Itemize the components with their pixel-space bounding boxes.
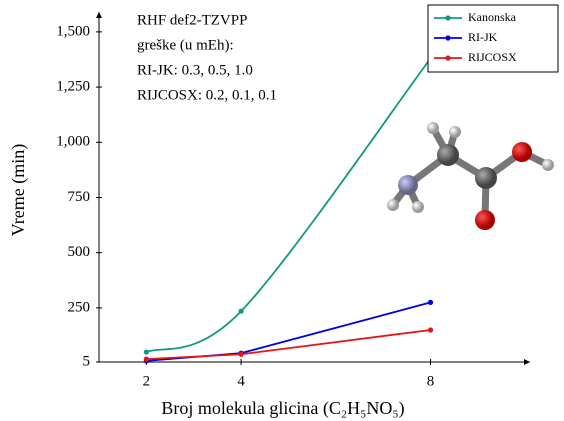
data-point: [238, 308, 244, 314]
molecule: [387, 122, 554, 230]
legend-marker: [445, 35, 451, 41]
legend-label: Kanonska: [468, 10, 517, 24]
legend-label: RIJCOSX: [468, 50, 517, 64]
legend-marker: [445, 55, 451, 61]
y-arrow: [96, 12, 102, 18]
series-line: [146, 57, 432, 353]
annotation: RIJCOSX: 0.2, 0.1, 0.1: [137, 87, 277, 103]
x-tick-label: 4: [237, 373, 245, 389]
series-line: [146, 329, 431, 361]
y-tick-label: 1,000: [56, 134, 90, 150]
y-tick-label: 500: [68, 244, 91, 260]
y-tick-label: 1,250: [56, 79, 90, 95]
x-tick-label: 8: [427, 373, 435, 389]
legend-label: RI-JK: [468, 30, 498, 44]
y-tick-label: 1,500: [56, 23, 90, 39]
series-line: [146, 301, 431, 362]
y-tick-label: 5: [83, 353, 91, 369]
data-point: [238, 351, 244, 357]
data-point: [427, 299, 434, 305]
legend-marker: [445, 15, 451, 21]
x-label: Broj molekula glicina (C₂H₅NO₅): [161, 398, 404, 419]
x-arrow: [524, 359, 530, 365]
data-point: [143, 349, 149, 355]
data-point: [143, 356, 149, 362]
annotation: greške (u mEh):: [137, 37, 234, 53]
annotation: RI-JK: 0.3, 0.5, 1.0: [137, 62, 253, 78]
data-point: [427, 327, 434, 333]
annotation: RHF def2-TZVPP: [137, 12, 247, 28]
y-tick-label: 750: [68, 189, 91, 205]
y-tick-label: 250: [68, 299, 91, 315]
x-tick-label: 2: [143, 373, 151, 389]
y-label: Vreme (min): [8, 144, 29, 236]
